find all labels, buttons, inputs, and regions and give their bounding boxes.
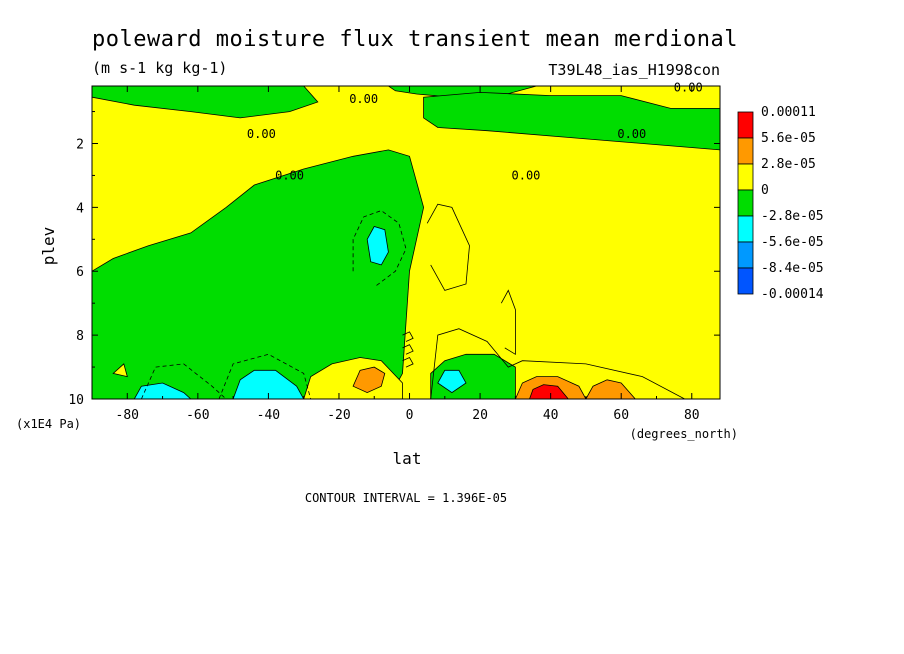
x-axis-ticks: -80 -60 -40 -20 0 20 40 60 80: [91, 86, 700, 423]
x-tick-label: 40: [543, 408, 559, 423]
x-axis-label: lat: [393, 449, 422, 468]
legend-swatch: [737, 137, 754, 165]
contour-line-eq-loop-3: [402, 356, 414, 368]
contour-interval-note: CONTOUR INTERVAL = 1.396E-05: [305, 491, 507, 505]
contour-label: 0.00: [512, 168, 541, 182]
x-axis-unit: (degrees_north): [630, 427, 738, 441]
contour-label: 0.00: [674, 81, 703, 95]
legend-swatch: [737, 111, 754, 139]
legend-label: -5.6e-05: [761, 235, 824, 250]
region-upper-left-negative: [92, 86, 319, 119]
contour-line-solid-arch-north: [430, 328, 685, 399]
x-tick-label: 20: [472, 408, 488, 423]
y-tick-label: 8: [76, 329, 84, 344]
legend-swatch: [737, 215, 754, 243]
region-cyan-70S: [133, 382, 192, 399]
plot-area: 0.00 0.00 0.00 0.00 0.00 0.00: [91, 81, 721, 400]
x-tick-label: 60: [613, 408, 629, 423]
legend-swatch: [737, 241, 754, 269]
contour-line-eq-loop-1: [402, 331, 414, 342]
region-cyan-48S-35S: [232, 369, 305, 399]
color-legend: 0.00011 5.6e-05 2.8e-05 0 -2.8e-05 -5.6e-05 -8…: [737, 105, 824, 302]
region-cyan-12N-low: [437, 369, 467, 394]
legend-swatch: [737, 189, 754, 217]
legend-label: -0.00014: [761, 287, 824, 302]
contour-label: 0.00: [275, 168, 304, 182]
y-tick-label: 10: [68, 393, 84, 408]
y-axis-unit: (x1E4 Pa): [16, 417, 81, 431]
contour-lines: [141, 203, 685, 399]
chart-title: poleward moisture flux transient mean me…: [92, 27, 738, 52]
y-axis-label: plev: [39, 227, 58, 266]
contour-label: 0.00: [247, 127, 276, 141]
contour-line-solid-10N: [426, 203, 470, 291]
legend-swatch: [737, 267, 754, 295]
contour-line-dashed-8S: [352, 210, 407, 288]
plot-frame: [91, 85, 721, 400]
x-tick-label: 0: [406, 408, 414, 423]
y-axis-ticks: 2 4 6 8 10: [68, 111, 720, 408]
region-upper-right-negative: [423, 91, 720, 151]
y-tick-label: 2: [76, 137, 84, 152]
run-label: T39L48_ias_H1998con: [548, 61, 720, 79]
region-cyan-8S-upper: [366, 226, 389, 266]
legend-label: 2.8e-05: [761, 157, 816, 172]
contour-line-solid-28N: [500, 289, 516, 356]
legend-label: 5.6e-05: [761, 131, 816, 146]
x-tick-label: -60: [186, 408, 209, 423]
chart-units: (m s-1 kg kg-1): [92, 59, 227, 77]
x-tick-label: -20: [327, 408, 350, 423]
region-orange-57N: [585, 379, 636, 399]
region-orange-12S: [352, 366, 386, 394]
contour-labels: 0.00 0.00 0.00 0.00 0.00 0.00: [247, 81, 703, 183]
x-tick-label: 80: [684, 408, 700, 423]
contour-line-eq-loop-2: [402, 344, 414, 355]
legend-label: 0: [761, 183, 769, 198]
legend-label: 0.00011: [761, 105, 816, 120]
region-red-38N: [529, 384, 569, 399]
filled-contour-regions: [92, 86, 720, 399]
contour-line-dashed-south-low: [141, 363, 227, 399]
contour-label: 0.00: [349, 92, 378, 106]
y-tick-label: 6: [76, 265, 84, 280]
legend-label: -2.8e-05: [761, 209, 824, 224]
x-tick-label: -40: [257, 408, 280, 423]
x-tick-label: -80: [116, 408, 139, 423]
legend-label: -8.4e-05: [761, 261, 824, 276]
contour-label: 0.00: [617, 127, 646, 141]
region-yellow-84S-bubble: [112, 363, 128, 378]
y-tick-label: 4: [76, 201, 84, 216]
region-positive-20S: [303, 357, 403, 399]
legend-swatch: [737, 163, 754, 191]
